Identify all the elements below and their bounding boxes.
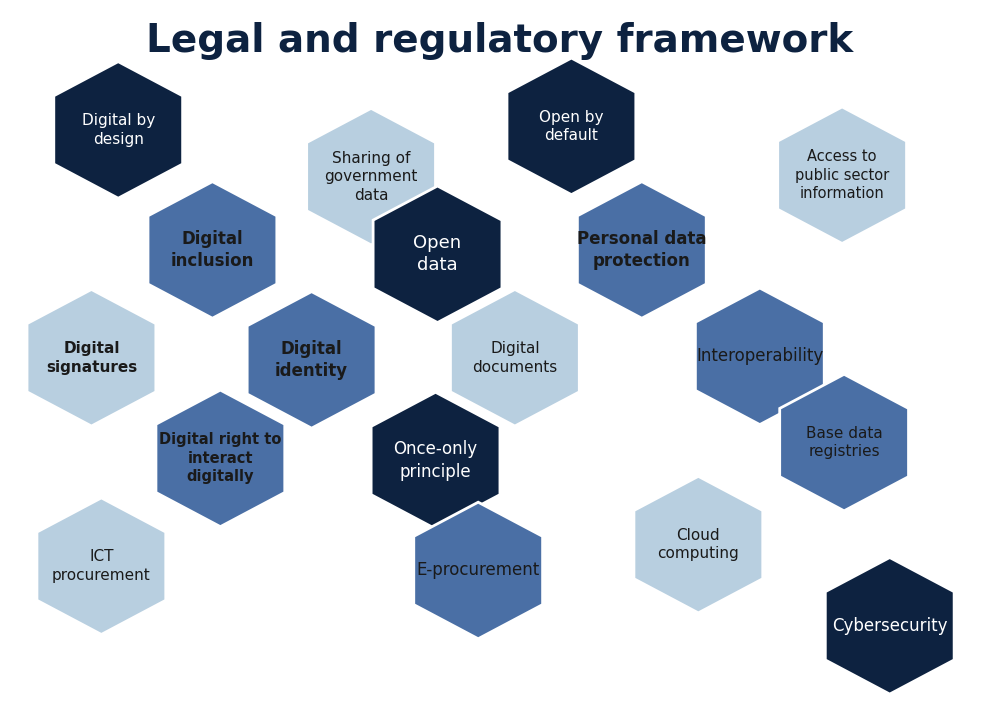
Polygon shape xyxy=(507,58,636,195)
Text: Once-only
principle: Once-only principle xyxy=(393,441,478,481)
Text: Digital by
design: Digital by design xyxy=(82,113,155,147)
Polygon shape xyxy=(373,186,502,323)
Text: Digital right to
interact
digitally: Digital right to interact digitally xyxy=(159,433,282,484)
Text: Cybersecurity: Cybersecurity xyxy=(832,616,947,635)
Text: Open
data: Open data xyxy=(413,234,462,274)
Text: Digital
signatures: Digital signatures xyxy=(46,341,137,374)
Text: Personal data
protection: Personal data protection xyxy=(577,230,707,270)
Polygon shape xyxy=(37,498,166,635)
Text: Digital
documents: Digital documents xyxy=(472,341,558,374)
Text: Digital
identity: Digital identity xyxy=(275,340,348,380)
Text: E-procurement: E-procurement xyxy=(417,561,540,579)
Text: Sharing of
government
data: Sharing of government data xyxy=(324,150,418,203)
Text: Legal and regulatory framework: Legal and regulatory framework xyxy=(146,22,854,60)
Text: Base data
registries: Base data registries xyxy=(806,426,882,459)
Polygon shape xyxy=(414,502,543,639)
Polygon shape xyxy=(778,107,907,244)
Polygon shape xyxy=(371,393,500,529)
Text: Interoperability: Interoperability xyxy=(696,348,823,365)
Text: ICT
procurement: ICT procurement xyxy=(52,550,151,583)
Text: Access to
public sector
information: Access to public sector information xyxy=(795,149,889,201)
Polygon shape xyxy=(780,374,909,511)
Polygon shape xyxy=(634,476,763,613)
Polygon shape xyxy=(695,288,824,425)
Polygon shape xyxy=(577,182,706,318)
Text: Open by
default: Open by default xyxy=(539,110,604,143)
Text: Digital
inclusion: Digital inclusion xyxy=(171,230,254,270)
Polygon shape xyxy=(54,62,183,198)
Polygon shape xyxy=(247,292,376,428)
Polygon shape xyxy=(148,182,277,318)
Polygon shape xyxy=(307,108,435,245)
Polygon shape xyxy=(450,289,579,426)
Polygon shape xyxy=(156,390,285,526)
Text: Cloud
computing: Cloud computing xyxy=(657,528,739,561)
Polygon shape xyxy=(27,289,156,426)
Polygon shape xyxy=(825,558,954,694)
